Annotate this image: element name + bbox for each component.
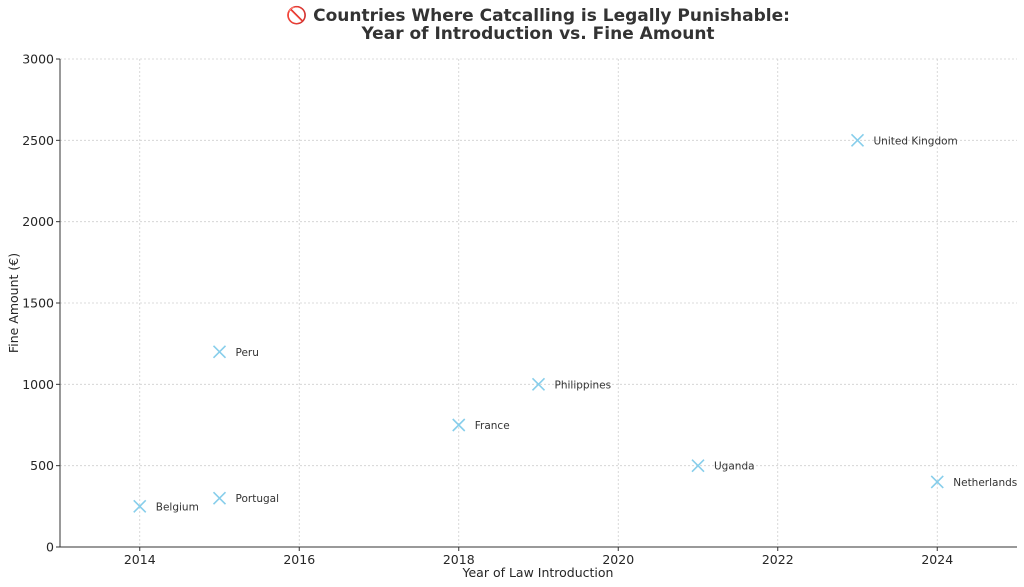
y-tick-label: 1500: [22, 296, 54, 311]
x-tick-label: 2016: [283, 552, 315, 567]
data-point: Netherlands: [930, 475, 1017, 489]
x-tick-label: 2014: [124, 552, 156, 567]
y-tick-label: 0: [46, 540, 54, 555]
x-marker: [212, 345, 227, 359]
data-point: Philippines: [531, 377, 612, 391]
x-marker: [850, 133, 865, 147]
data-points: Belgium Portugal Peru France Philippines Ugan…: [133, 133, 1017, 513]
x-tick-label: 2018: [443, 552, 475, 567]
x-axis-label: Year of Law Introduction: [462, 565, 614, 580]
data-point: United Kingdom: [850, 133, 958, 147]
y-axis-label: Fine Amount (€): [6, 253, 21, 353]
data-point: Peru: [212, 345, 259, 359]
point-label: Peru: [236, 347, 259, 359]
chart-title-line-1: 🚫 Countries Where Catcalling is Legally …: [286, 5, 790, 26]
x-marker: [691, 459, 705, 473]
y-tick-label: 3000: [22, 52, 54, 67]
y-tick-label: 1000: [22, 377, 54, 392]
data-point: Belgium: [133, 499, 199, 513]
data-point: Portugal: [212, 491, 280, 505]
point-label: Netherlands: [953, 477, 1017, 489]
point-label: Philippines: [555, 379, 612, 391]
x-tick-label: 2024: [921, 552, 953, 567]
y-tick-label: 500: [30, 458, 54, 473]
x-marker: [133, 499, 147, 513]
point-label: United Kingdom: [874, 135, 958, 147]
grid-lines: [60, 58, 1017, 548]
chart-title-line-2: Year of Introduction vs. Fine Amount: [360, 24, 714, 44]
x-marker: [531, 377, 546, 391]
point-label: Belgium: [156, 501, 199, 513]
point-label: France: [475, 420, 510, 432]
y-tick-label: 2000: [22, 214, 54, 229]
data-point: France: [452, 418, 510, 432]
point-label: Uganda: [714, 461, 755, 473]
data-point: Uganda: [691, 459, 755, 473]
x-marker: [212, 491, 227, 505]
y-tick-label: 2500: [22, 133, 54, 148]
x-marker: [452, 418, 466, 432]
x-marker: [930, 475, 944, 489]
point-label: Portugal: [236, 493, 280, 505]
x-tick-label: 2022: [762, 552, 794, 567]
tick-labels: 2014 2016 2018 2020 2022 2024 0 500 1000 1500 2000…: [22, 52, 953, 568]
x-tick-label: 2020: [602, 552, 634, 567]
